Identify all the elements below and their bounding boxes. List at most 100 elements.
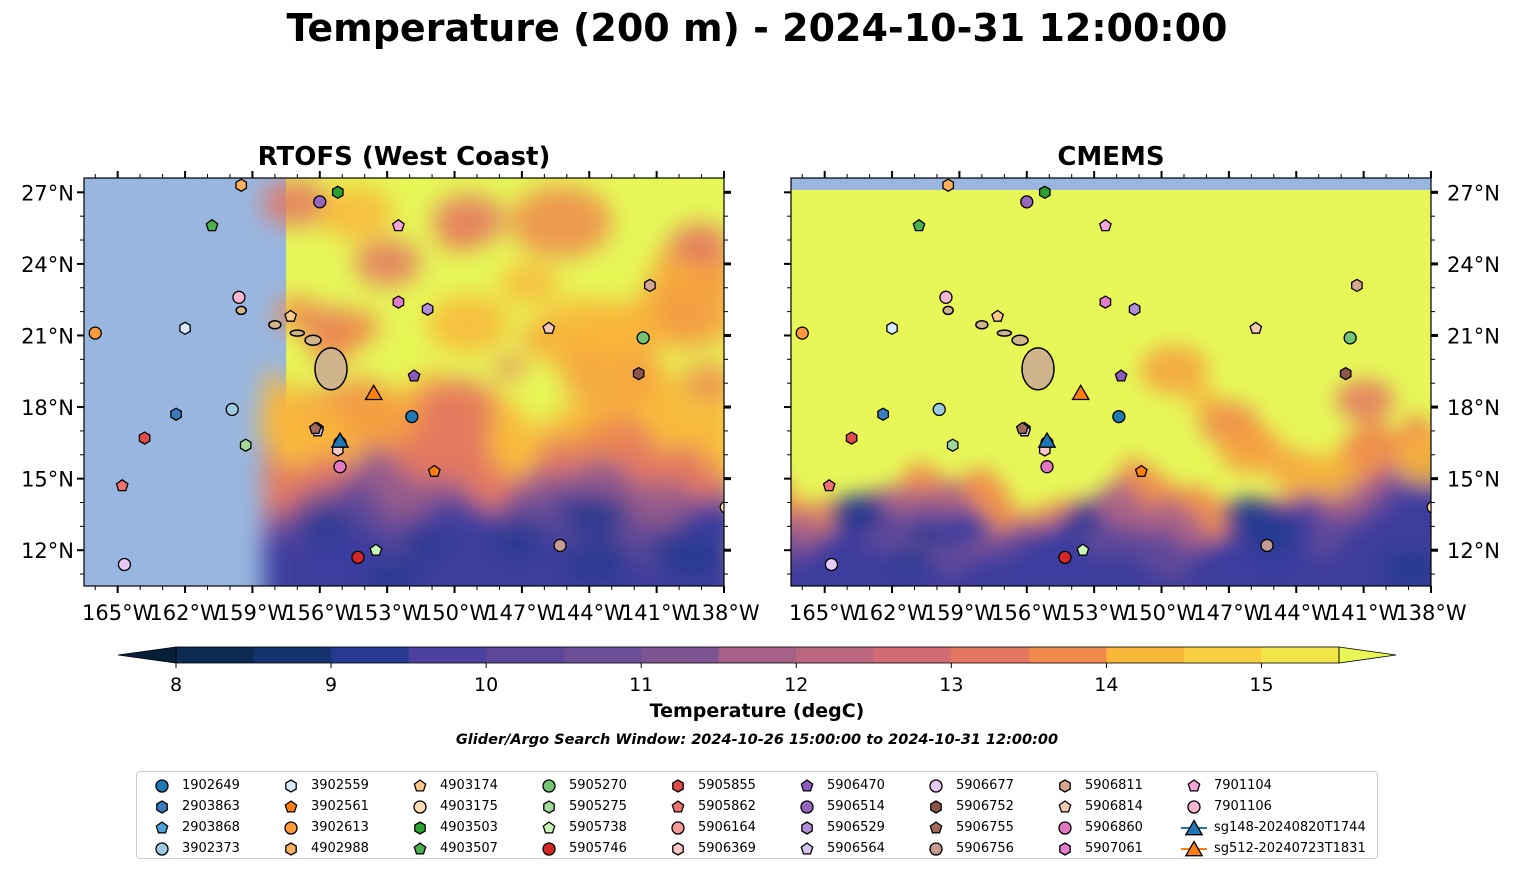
- marker-4903175: [1426, 501, 1431, 514]
- cold-eddy: [1244, 514, 1300, 552]
- marker-5906677: [117, 557, 132, 572]
- legend-label: 4903507: [440, 841, 498, 856]
- lon-tick-label: 156°W: [991, 601, 1063, 625]
- lon-tick-label: 159°W: [217, 601, 289, 625]
- marker-5906814: [542, 321, 556, 334]
- marker-4903175: [719, 501, 724, 514]
- island: [314, 347, 348, 391]
- legend-symbol: [542, 779, 556, 793]
- legend-label: 5906369: [698, 841, 756, 856]
- lon-tick-label: 165°W: [789, 601, 861, 625]
- warm-anomaly: [1335, 378, 1395, 422]
- cold-eddy: [680, 502, 724, 547]
- cold-eddy: [911, 524, 943, 545]
- marker-7901106: [232, 290, 246, 304]
- warm-anomaly: [354, 238, 421, 287]
- marker-4902988: [942, 178, 955, 192]
- marker-5906752: [1339, 366, 1352, 381]
- lon-tick-label: 141°W: [1328, 601, 1400, 625]
- legend-marker: [285, 842, 297, 856]
- marker-3902559: [179, 321, 191, 336]
- colorbar-segment: [1261, 647, 1340, 663]
- legend-marker: [1187, 800, 1201, 814]
- colorbar-segment: [718, 647, 797, 663]
- legend-marker: [929, 842, 943, 856]
- legend-symbol: [284, 800, 298, 813]
- legend-label: 3902613: [311, 820, 369, 835]
- marker-5905862: [115, 478, 129, 492]
- lon-tick-label: 147°W: [1193, 601, 1265, 625]
- marker-4902988: [235, 178, 248, 192]
- marker-7901104: [391, 218, 405, 232]
- legend-label: 4903175: [440, 799, 498, 814]
- marker-5905270: [636, 331, 650, 345]
- legend-symbol: [1187, 779, 1201, 792]
- legend-symbol: [1059, 779, 1071, 793]
- cold-eddy: [1048, 534, 1084, 558]
- marker-5907061: [392, 295, 405, 309]
- lat-tick-label: 27°N: [21, 181, 74, 205]
- legend-symbol: [413, 842, 427, 855]
- legend-label: 4903174: [440, 778, 498, 793]
- cold-eddy: [891, 549, 926, 573]
- marker-5906860: [1040, 460, 1054, 474]
- legend-symbol: [155, 779, 169, 793]
- legend-marker: [671, 800, 685, 813]
- legend-marker: [1181, 819, 1207, 836]
- colorbar-tick-label: 15: [1249, 674, 1273, 696]
- colorbar-segment: [1106, 647, 1185, 663]
- colorbar-segment: [1183, 647, 1262, 663]
- colorbar-tick-label: 12: [784, 674, 808, 696]
- marker-sg148-20240820T1744: [330, 431, 350, 448]
- colorbar-label: Temperature (degC): [649, 700, 865, 722]
- float-markers-layer: [88, 178, 1431, 572]
- legend-symbol: [285, 779, 297, 793]
- marker-4903507: [205, 218, 219, 232]
- legend-label: 5906470: [827, 778, 885, 793]
- legend-marker: [800, 800, 814, 814]
- cold-eddy: [935, 509, 993, 548]
- warm-anomaly: [261, 178, 330, 228]
- legend-symbol: [285, 842, 297, 856]
- marker-3902613: [88, 326, 102, 340]
- warm-anomaly: [1139, 345, 1209, 395]
- legend-label: 5906755: [956, 820, 1014, 835]
- field-layer: [791, 189, 1431, 586]
- colorbar-frame: [175, 646, 1340, 664]
- legend-marker: [156, 800, 168, 814]
- marker-4903507: [912, 218, 926, 232]
- colorbar-segment: [873, 647, 952, 663]
- legend-marker: [155, 821, 169, 834]
- legend-marker: [671, 821, 685, 835]
- colorbar-segment: [331, 647, 410, 663]
- warm-anomaly: [699, 267, 724, 297]
- legend-marker: [672, 779, 684, 793]
- marker-1902649: [1112, 409, 1126, 424]
- colorbar-segment: [253, 647, 332, 663]
- lat-tick-label: 12°N: [1447, 539, 1500, 563]
- lat-tick-label: 24°N: [21, 253, 74, 277]
- island: [268, 319, 282, 330]
- warm-anomaly: [1298, 454, 1359, 497]
- marker-sg148-20240820T1744: [1037, 431, 1057, 448]
- legend-marker: [413, 800, 427, 814]
- legend-symbol: [414, 821, 426, 835]
- map-frame: [790, 177, 1432, 587]
- marker-5907061: [1099, 295, 1112, 309]
- cold-eddy: [838, 510, 870, 531]
- search-window-text: Glider/Argo Search Window: 2024-10-26 15…: [455, 732, 1059, 748]
- island: [304, 334, 322, 346]
- legend-marker: [155, 779, 169, 793]
- warm-anomaly: [575, 309, 647, 361]
- marker-5905275: [239, 438, 252, 452]
- cold-eddy: [367, 558, 419, 586]
- marker-2903863: [877, 407, 889, 421]
- lon-tick-label: 150°W: [1126, 601, 1198, 625]
- map-frame: [83, 177, 725, 587]
- warm-anomaly: [560, 339, 660, 411]
- warm-anomaly: [335, 389, 421, 450]
- warm-anomaly: [426, 294, 510, 354]
- warm-anomaly: [680, 362, 724, 403]
- colorbar-tick-label: 10: [474, 674, 498, 696]
- legend-label: 5905746: [569, 841, 627, 856]
